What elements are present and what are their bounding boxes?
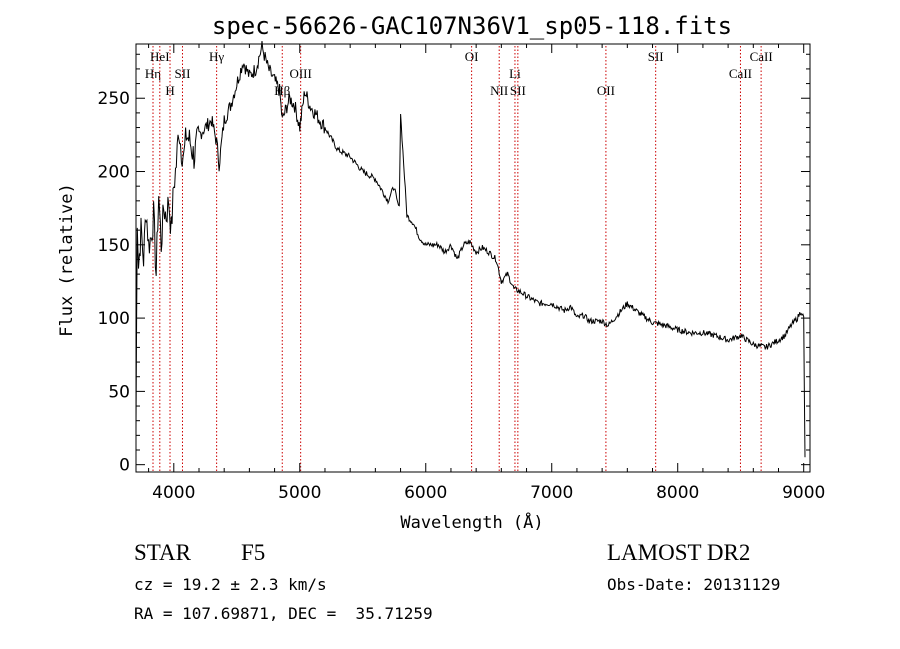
- line-marker-label: Hβ: [274, 83, 290, 98]
- y-tick-label: 50: [108, 382, 130, 402]
- y-axis-label: Flux (relative): [57, 183, 77, 337]
- line-marker-label: OIII: [289, 66, 311, 81]
- survey-name: LAMOST DR2: [607, 540, 751, 565]
- plot-frame: [135, 43, 811, 473]
- line-marker-label: CaII: [729, 66, 752, 81]
- spectrum-line: [135, 40, 806, 458]
- line-marker-label: Hη: [145, 66, 161, 81]
- line-marker-label: SII: [648, 49, 664, 64]
- x-tick-label: 5000: [278, 483, 321, 503]
- line-marker-label: CaII: [750, 49, 773, 64]
- spectral-subclass: F5: [241, 540, 266, 565]
- x-tick-label: 4000: [152, 483, 195, 503]
- coordinates-line: RA = 107.69871, DEC = 35.71259: [134, 604, 433, 623]
- y-tick-label: 100: [98, 309, 130, 329]
- line-marker-label: NII: [490, 83, 508, 98]
- line-marker-label: OII: [597, 83, 615, 98]
- line-marker-label: H: [165, 83, 174, 98]
- x-tick-label: 6000: [404, 483, 447, 503]
- x-tick-label: 8000: [656, 483, 699, 503]
- spectrum-chart: spec-56626-GAC107N36V1_sp05-118.fits Wav…: [57, 12, 825, 533]
- x-tick-label: 9000: [782, 483, 825, 503]
- line-marker-label: HeI: [150, 49, 170, 64]
- object-type: STAR: [134, 540, 191, 565]
- x-axis-label: Wavelength (Å): [400, 511, 543, 533]
- line-marker-label: Li: [509, 66, 521, 81]
- line-marker-label: OI: [465, 49, 479, 64]
- y-tick-label: 200: [98, 163, 130, 183]
- redshift-line: cz = 19.2 ± 2.3 km/s: [134, 575, 327, 594]
- y-tick-label: 150: [98, 236, 130, 256]
- x-tick-label: 7000: [530, 483, 573, 503]
- line-marker-label: SII: [175, 66, 191, 81]
- y-tick-label: 250: [98, 89, 130, 109]
- axes: 4000 5000 6000 7000 8000 9000 0 50 100 150 200 250: [98, 43, 825, 503]
- chart-title: spec-56626-GAC107N36V1_sp05-118.fits: [212, 12, 732, 40]
- line-marker-label: Hγ: [209, 49, 224, 64]
- obs-date-line: Obs-Date: 20131129: [607, 575, 781, 594]
- spectrum-series: [135, 40, 806, 458]
- line-marker-label: SII: [510, 83, 526, 98]
- y-tick-label: 0: [119, 456, 130, 476]
